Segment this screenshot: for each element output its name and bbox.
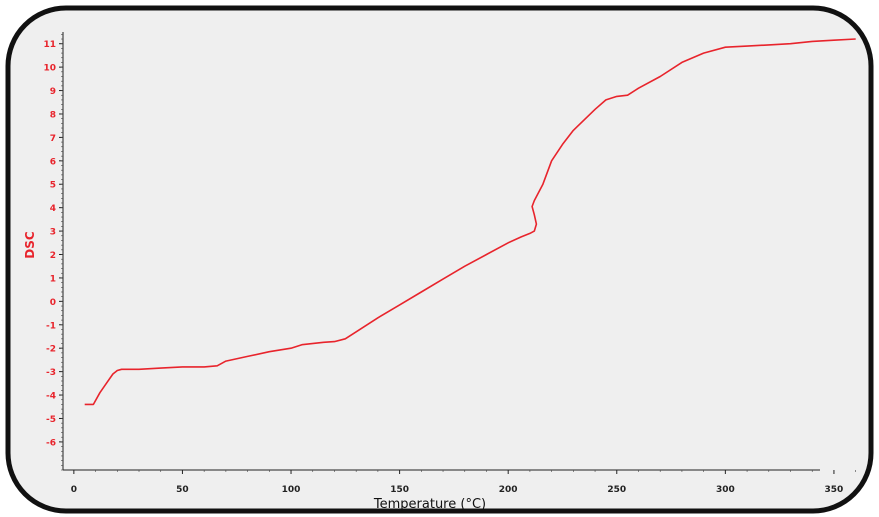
y-tick-label: -2 bbox=[46, 345, 56, 355]
x-tick-label: 0 bbox=[71, 485, 77, 495]
x-tick-label: 200 bbox=[499, 485, 518, 495]
y-tick-label: -4 bbox=[46, 392, 56, 402]
y-tick-label: 9 bbox=[50, 87, 56, 97]
y-tick-label: 4 bbox=[50, 204, 56, 214]
y-tick-label: -6 bbox=[46, 438, 56, 448]
y-tick-label: 1 bbox=[50, 274, 56, 284]
y-tick-group: -6 -5 -4 -3 -2 -1 0 1 2 3 4 5 6 7 8 9 10 11 bbox=[43, 34, 63, 471]
x-tick-label: 350 bbox=[825, 485, 844, 495]
x-tick-group: 0 50 100 150 200 250 300 350 bbox=[71, 470, 856, 495]
x-tick-label: 250 bbox=[607, 485, 626, 495]
y-tick-label: 5 bbox=[50, 181, 56, 191]
x-tick-label: 100 bbox=[282, 485, 301, 495]
x-axis-label: Temperature (°C) bbox=[373, 497, 486, 512]
y-tick-label: 6 bbox=[50, 157, 56, 167]
y-tick-label: 8 bbox=[50, 110, 56, 120]
y-tick-label: -3 bbox=[46, 368, 56, 378]
dsc-series-line bbox=[84, 38, 856, 406]
y-tick-label: 11 bbox=[43, 40, 56, 50]
y-tick-label: 2 bbox=[50, 251, 56, 261]
y-tick-label: 7 bbox=[50, 134, 56, 144]
x-tick-label: 300 bbox=[716, 485, 735, 495]
y-tick-label: 3 bbox=[50, 228, 56, 238]
y-tick-label: 10 bbox=[43, 64, 56, 74]
y-axis-label: DSC bbox=[23, 231, 37, 259]
x-tick-label: 150 bbox=[390, 485, 409, 495]
y-tick-label: -5 bbox=[46, 415, 56, 425]
y-tick-label: -1 bbox=[46, 321, 56, 331]
y-tick-label: 0 bbox=[50, 298, 56, 308]
x-tick-label: 50 bbox=[176, 485, 189, 495]
series-layer bbox=[84, 38, 856, 406]
chart-panel bbox=[5, 5, 874, 514]
